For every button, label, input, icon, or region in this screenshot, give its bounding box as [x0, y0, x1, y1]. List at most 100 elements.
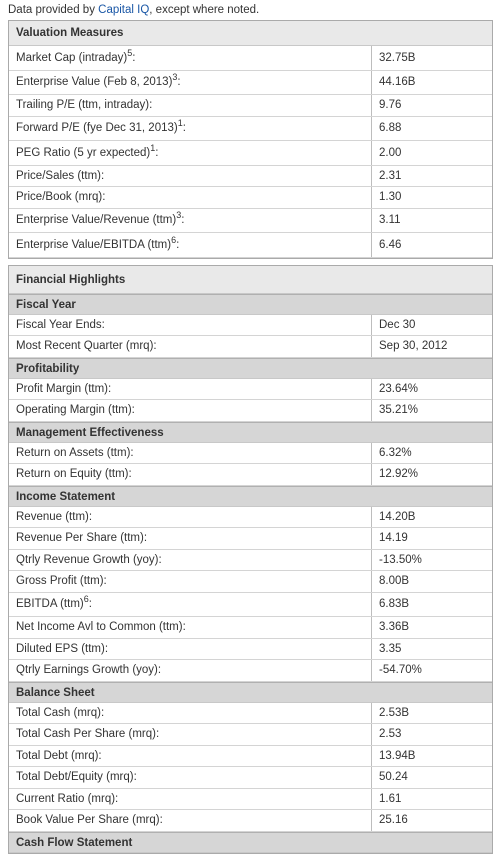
footnote-ref: 5 — [127, 47, 133, 58]
stat-value: 2.00 — [379, 146, 402, 159]
stat-row: Trailing P/E (ttm, intraday): 9.76 — [9, 95, 492, 117]
stat-label: Enterprise Value/EBITDA (ttm) — [16, 238, 172, 251]
section-title: Fiscal Year — [9, 293, 492, 315]
stat-label-cell: EBITDA (ttm) 6: — [9, 592, 372, 616]
stat-value: 2.53B — [379, 706, 410, 719]
stat-row: Gross Profit (ttm): 8.00B — [9, 571, 492, 593]
footnote-ref: 1 — [177, 118, 183, 129]
stat-label-cell: Net Income Avl to Common (ttm): — [9, 617, 372, 638]
stat-label: Enterprise Value/Revenue (ttm) — [16, 214, 177, 227]
stat-row: Qtrly Revenue Growth (yoy): -13.50% — [9, 549, 492, 571]
stat-label-cell: Operating Margin (ttm): — [9, 400, 372, 421]
stat-row: Price/Sales (ttm): 2.31 — [9, 165, 492, 187]
stat-value-cell: 32.75B — [372, 46, 492, 70]
stat-label-cell: Return on Equity (ttm): — [9, 464, 372, 485]
stat-value: 9.76 — [379, 99, 402, 112]
stat-label: Trailing P/E (ttm, intraday): — [16, 99, 153, 112]
stat-label-cell: Fiscal Year Ends: — [9, 314, 372, 335]
stat-value: 1.30 — [379, 191, 402, 204]
section-title: Income Statement — [9, 485, 492, 507]
stat-row: Current Ratio (mrq): 1.61 — [9, 788, 492, 810]
stat-value: 50.24 — [379, 771, 408, 784]
stat-label: Return on Assets (ttm): — [16, 446, 134, 459]
stat-label: Enterprise Value (Feb 8, 2013) — [16, 76, 173, 89]
stats-table: Valuation Measures Market Cap (intraday) 5… — [8, 20, 493, 259]
stat-row: Total Cash (mrq): 2.53B — [9, 702, 492, 724]
stat-value: 3.35 — [379, 642, 402, 655]
stat-value: Sep 30, 2012 — [379, 340, 448, 353]
stat-row: Book Value Per Share (mrq): 25.16 — [9, 810, 492, 832]
stat-label-cell: Gross Profit (ttm): — [9, 571, 372, 592]
stat-value: 2.53 — [379, 728, 402, 741]
stat-label-cell: Revenue (ttm): — [9, 506, 372, 527]
stat-label: Operating Margin (ttm): — [16, 404, 135, 417]
stat-row: Enterprise Value/EBITDA (ttm) 6: 6.46 — [9, 233, 492, 258]
stat-label-cell: Return on Assets (ttm): — [9, 442, 372, 463]
stat-label-cell: PEG Ratio (5 yr expected) 1: — [9, 141, 372, 165]
stat-label-cell: Price/Book (mrq): — [9, 187, 372, 208]
stat-value: 3.11 — [379, 214, 401, 227]
stat-value-cell: Sep 30, 2012 — [372, 336, 492, 357]
stat-value-cell: 3.36B — [372, 617, 492, 638]
stat-value-cell: 6.32% — [372, 443, 492, 464]
stat-row: Forward P/E (fye Dec 31, 2013) 1: 6.88 — [9, 116, 492, 141]
stat-row: Fiscal Year Ends: Dec 30 — [9, 314, 492, 336]
stat-value: 12.92% — [379, 468, 419, 481]
stat-label: Price/Sales (ttm): — [16, 169, 105, 182]
footnote-ref: 3 — [176, 210, 182, 221]
stat-label: Total Debt/Equity (mrq): — [16, 771, 137, 784]
stat-label-cell: Total Cash (mrq): — [9, 702, 372, 723]
stat-label: Book Value Per Share (mrq): — [16, 814, 163, 827]
stat-label-cell: Forward P/E (fye Dec 31, 2013) 1: — [9, 116, 372, 140]
stat-value: 35.21% — [379, 404, 419, 417]
source-link[interactable]: Capital IQ — [98, 4, 150, 16]
stat-value: 25.16 — [379, 814, 408, 827]
stat-value-cell: 2.31 — [372, 166, 492, 187]
stat-label-cell: Book Value Per Share (mrq): — [9, 810, 372, 831]
stat-row: Price/Book (mrq): 1.30 — [9, 187, 492, 209]
label-suffix: : — [181, 214, 185, 227]
section-title: Profitability — [9, 357, 492, 379]
label-suffix: : — [176, 238, 180, 251]
stat-label: Most Recent Quarter (mrq): — [16, 340, 157, 353]
stat-value-cell: 9.76 — [372, 95, 492, 116]
stat-value: 32.75B — [379, 51, 416, 64]
stat-value-cell: 8.00B — [372, 571, 492, 592]
section-title: Balance Sheet — [9, 681, 492, 703]
stat-label: Qtrly Earnings Growth (yoy): — [16, 664, 162, 677]
stat-label-cell: Revenue Per Share (ttm): — [9, 528, 372, 549]
stat-label: Total Cash Per Share (mrq): — [16, 728, 160, 741]
stat-value-cell: 1.30 — [372, 187, 492, 208]
stat-value-cell: -13.50% — [372, 550, 492, 571]
stat-value: 6.83B — [379, 598, 410, 611]
stat-value: 2.31 — [379, 169, 402, 182]
stat-label: Revenue Per Share (ttm): — [16, 532, 148, 545]
label-suffix: : — [88, 598, 92, 611]
section-title: Cash Flow Statement — [9, 831, 492, 853]
stat-row: Revenue (ttm): 14.20B — [9, 506, 492, 528]
stat-label: Current Ratio (mrq): — [16, 792, 119, 805]
source-text: , except where noted. — [149, 4, 260, 16]
stat-value: -54.70% — [379, 664, 422, 677]
stat-value: Dec 30 — [379, 318, 416, 331]
stat-row: Most Recent Quarter (mrq): Sep 30, 2012 — [9, 336, 492, 358]
source-text: Data provided by — [8, 4, 99, 16]
stat-row: Total Debt (mrq): 13.94B — [9, 745, 492, 767]
stat-value-cell: 35.21% — [372, 400, 492, 421]
stat-label: Net Income Avl to Common (ttm): — [16, 621, 186, 634]
stat-label-cell: Total Cash Per Share (mrq): — [9, 724, 372, 745]
stat-label-cell: Trailing P/E (ttm, intraday): — [9, 95, 372, 116]
stat-value-cell: 1.61 — [372, 789, 492, 810]
stat-value: -13.50% — [379, 553, 422, 566]
stat-row: Return on Equity (ttm): 12.92% — [9, 464, 492, 486]
stat-label: Revenue (ttm): — [16, 510, 93, 523]
stat-label-cell: Qtrly Earnings Growth (yoy): — [9, 660, 372, 681]
stat-label: Forward P/E (fye Dec 31, 2013) — [16, 122, 178, 135]
stat-label: Diluted EPS (ttm): — [16, 642, 109, 655]
stat-value: 23.64% — [379, 382, 419, 395]
stat-row: Profit Margin (ttm): 23.64% — [9, 378, 492, 400]
stat-value-cell: 3.11 — [372, 209, 492, 233]
stat-label-cell: Current Ratio (mrq): — [9, 788, 372, 809]
stat-label-cell: Profit Margin (ttm): — [9, 378, 372, 399]
